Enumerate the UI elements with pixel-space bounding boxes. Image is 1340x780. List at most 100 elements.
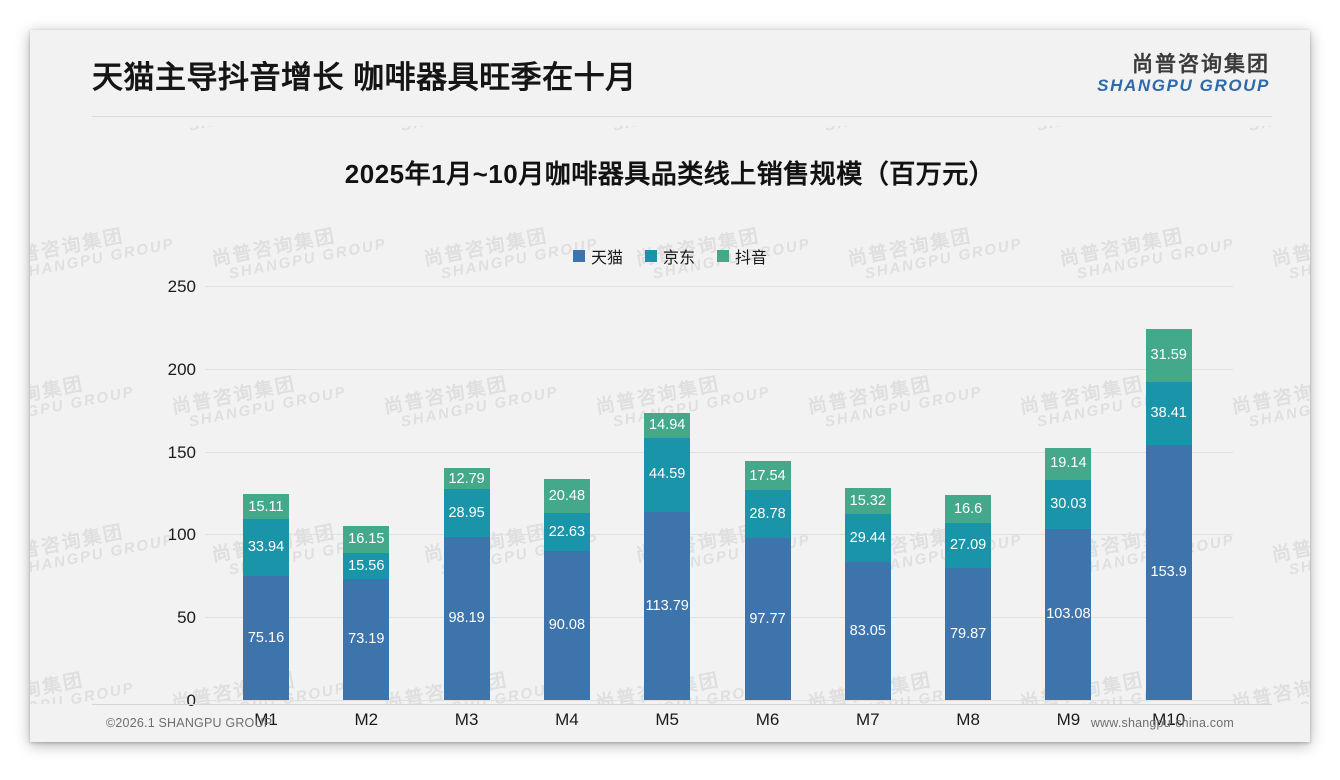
gridline: [205, 700, 1233, 701]
bar-value-label: 19.14: [1050, 455, 1087, 472]
slide-card: 天猫主导抖音增长 咖啡器具旺季在十月 尚普咨询集团 SHANGPU GROUP …: [30, 30, 1310, 742]
footer-divider: [92, 704, 1272, 705]
bar-value-label: 16.6: [953, 500, 983, 517]
bar-segment-抖音[interactable]: 20.48: [543, 479, 590, 514]
bar-segment-抖音[interactable]: 16.15: [343, 526, 390, 554]
bar-segment-天猫[interactable]: 79.87: [945, 567, 992, 700]
bar-value-label: 28.95: [448, 505, 485, 522]
x-axis-tick-label: M4: [555, 710, 579, 729]
bar-segment-京东[interactable]: 22.63: [543, 513, 590, 551]
bar-segment-天猫[interactable]: 103.08: [1045, 529, 1092, 700]
bar-value-label: 75.16: [247, 629, 285, 646]
x-axis-tick-label: M5: [655, 710, 679, 729]
bar-value-label: 12.79: [448, 470, 485, 487]
brand-logo-en: SHANGPU GROUP: [1097, 76, 1270, 96]
bar-value-label: 28.78: [749, 506, 786, 523]
y-axis-tick-label: 200: [167, 359, 196, 379]
legend-swatch-icon: [717, 250, 729, 262]
bar-value-label: 15.11: [248, 498, 284, 515]
bar-segment-抖音[interactable]: 16.6: [945, 495, 992, 523]
bar-value-label: 73.19: [348, 631, 385, 648]
bar-segment-京东[interactable]: 28.95: [443, 489, 490, 538]
bar-segment-京东[interactable]: 15.56: [343, 553, 390, 579]
legend-swatch-icon: [572, 250, 585, 262]
legend-label: 天猫: [590, 250, 623, 267]
bar-value-label: 27.09: [949, 537, 987, 554]
bar-value-label: 31.59: [1150, 347, 1187, 364]
gridline: [205, 286, 1233, 287]
gridline: [205, 534, 1233, 536]
x-axis-tick-label: M2: [354, 710, 379, 729]
bar-value-label: 33.94: [247, 539, 285, 556]
slide-footer: ©2026.1 SHANGPU GROUP www.shangpu-china.…: [30, 704, 1310, 742]
y-axis-tick-label: 250: [167, 277, 196, 296]
bar-value-label: 153.9: [1150, 564, 1187, 581]
bar-value-label: 44.59: [649, 466, 686, 483]
bar-segment-天猫[interactable]: 83.05: [844, 562, 891, 700]
x-axis-tick-label: M8: [956, 710, 980, 729]
chart-title: 2025年1月~10月咖啡器具品类线上销售规模（百万元）: [344, 159, 996, 189]
bar-value-label: 20.48: [548, 488, 586, 505]
bar-segment-天猫[interactable]: 153.9: [1145, 445, 1192, 700]
footer-website: www.shangpu-china.com: [1090, 716, 1234, 730]
bar-value-label: 30.03: [1050, 496, 1087, 513]
brand-logo: 尚普咨询集团 SHANGPU GROUP: [1097, 53, 1270, 96]
bar-value-label: 113.79: [645, 597, 689, 614]
y-axis-tick-label: 100: [167, 525, 196, 545]
bar-value-label: 98.19: [448, 610, 485, 627]
bar-value-label: 17.54: [749, 467, 786, 484]
page-title: 天猫主导抖音增长 咖啡器具旺季在十月: [92, 60, 637, 95]
bar-value-label: 97.77: [749, 610, 786, 627]
bar-value-label: 79.87: [949, 625, 987, 642]
bar-segment-京东[interactable]: 28.78: [744, 490, 791, 539]
legend-item-抖音[interactable]: 抖音: [717, 244, 767, 268]
bar-segment-京东[interactable]: 38.41: [1145, 381, 1192, 446]
x-axis-tick-label: M7: [855, 710, 880, 729]
bar-value-label: 29.44: [849, 529, 886, 546]
bar-segment-抖音[interactable]: 17.54: [744, 461, 791, 491]
gridline: [205, 451, 1233, 453]
bar-value-label: 22.63: [548, 523, 586, 540]
bar-segment-抖音[interactable]: 15.11: [243, 494, 289, 520]
bar-segment-抖音[interactable]: 15.32: [844, 488, 891, 514]
legend-item-京东[interactable]: 京东: [644, 244, 695, 268]
plot-area: 0 50 100 150 200 250 75.16 33.94 15.11 M1 73.19 15.…: [168, 277, 1250, 729]
y-axis-tick-label: 150: [167, 442, 196, 462]
bar-segment-抖音[interactable]: 12.79: [443, 468, 490, 490]
bar-value-label: 83.05: [849, 622, 886, 639]
bar-segment-天猫[interactable]: 97.77: [744, 538, 791, 700]
x-axis-tick-label: M10: [1152, 710, 1186, 729]
bar-segment-抖音[interactable]: 31.59: [1145, 329, 1192, 382]
bar-segment-天猫[interactable]: 73.19: [343, 578, 390, 700]
legend-label: 抖音: [735, 250, 768, 267]
bar-value-label: 16.15: [348, 531, 385, 548]
bar-segment-京东[interactable]: 30.03: [1045, 479, 1092, 530]
bar-segment-天猫[interactable]: 98.19: [443, 537, 490, 700]
bar-segment-京东[interactable]: 27.09: [945, 522, 992, 568]
chart-legend: 天猫 京东 抖音: [30, 244, 1310, 268]
bar-segment-京东[interactable]: 44.59: [644, 437, 691, 512]
bar-segment-天猫[interactable]: 113.79: [644, 511, 691, 700]
legend-item-天猫[interactable]: 天猫: [572, 244, 623, 268]
bar-value-label: 38.41: [1150, 405, 1187, 422]
bar-segment-京东[interactable]: 29.44: [844, 513, 891, 563]
bar-segment-抖音[interactable]: 19.14: [1045, 447, 1092, 480]
bar-segment-京东[interactable]: 33.94: [243, 519, 289, 576]
legend-swatch-icon: [644, 250, 657, 262]
x-axis-tick-label: M6: [755, 710, 780, 729]
x-axis-tick-label: M9: [1056, 710, 1081, 729]
bar-segment-抖音[interactable]: 14.94: [644, 413, 691, 438]
bar-segment-天猫[interactable]: 75.16: [243, 575, 289, 700]
bar-segment-天猫[interactable]: 90.08: [543, 550, 590, 700]
header-divider: [92, 116, 1272, 117]
